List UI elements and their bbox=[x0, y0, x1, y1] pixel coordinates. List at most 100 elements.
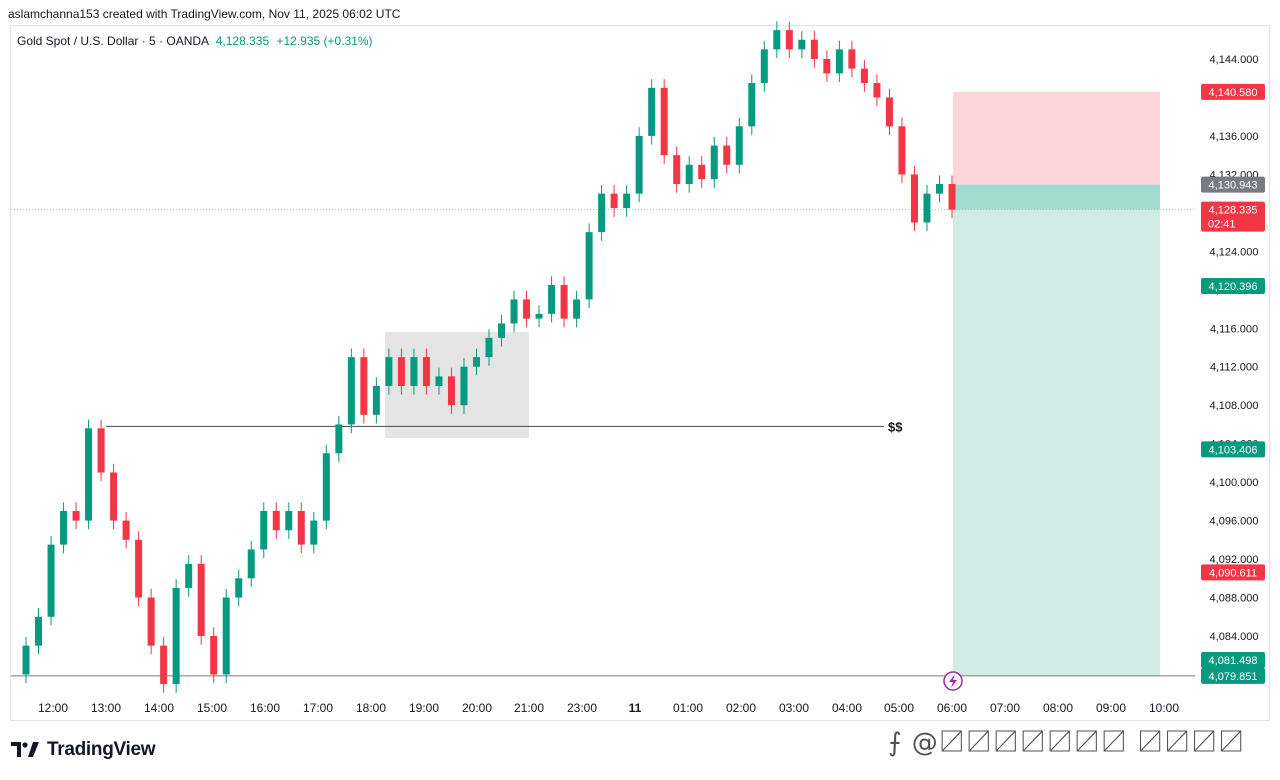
take-profit-zone[interactable] bbox=[953, 209, 1160, 676]
candle-body[interactable] bbox=[222, 597, 230, 675]
candle-body[interactable] bbox=[310, 520, 318, 545]
candle-body[interactable] bbox=[498, 323, 506, 338]
candle-body[interactable] bbox=[422, 357, 430, 386]
candle-body[interactable] bbox=[47, 544, 55, 617]
candle-body[interactable] bbox=[297, 510, 305, 545]
candle-body[interactable] bbox=[260, 510, 268, 550]
candle-body[interactable] bbox=[460, 366, 468, 406]
candle-body[interactable] bbox=[122, 520, 130, 540]
x-tick-label: 10:00 bbox=[1149, 701, 1179, 715]
candle-body[interactable] bbox=[85, 428, 93, 521]
candle-body[interactable] bbox=[510, 299, 518, 324]
candle-body[interactable] bbox=[160, 645, 168, 685]
price-tag[interactable] bbox=[1201, 441, 1265, 458]
candle-body[interactable] bbox=[948, 184, 956, 210]
candle-body[interactable] bbox=[810, 39, 818, 59]
candle-body[interactable] bbox=[185, 563, 193, 588]
symbol-legend[interactable]: Gold Spot / U.S. Dollar · 5 · OANDA 4,12… bbox=[17, 34, 373, 48]
candle-body[interactable] bbox=[210, 636, 218, 675]
candle-body[interactable] bbox=[372, 385, 380, 415]
candle-body[interactable] bbox=[35, 616, 43, 646]
candle-body[interactable] bbox=[848, 49, 856, 69]
candle-body[interactable] bbox=[135, 539, 143, 598]
candle-body[interactable] bbox=[172, 587, 180, 685]
candle-body[interactable] bbox=[673, 155, 681, 185]
candle-body[interactable] bbox=[147, 597, 155, 646]
candle-body[interactable] bbox=[560, 284, 568, 319]
candle-body[interactable] bbox=[435, 376, 443, 386]
candle-body[interactable] bbox=[935, 184, 943, 194]
candle-body[interactable] bbox=[860, 68, 868, 84]
candle-body[interactable] bbox=[447, 376, 455, 406]
chart-frame bbox=[10, 25, 1270, 721]
candle-body[interactable] bbox=[835, 49, 843, 74]
candle-body[interactable] bbox=[585, 232, 593, 300]
candle-body[interactable] bbox=[735, 126, 743, 165]
price-tag[interactable] bbox=[1201, 83, 1265, 100]
x-tick-label: 17:00 bbox=[303, 701, 333, 715]
price-tag[interactable] bbox=[1201, 176, 1265, 193]
candle-body[interactable] bbox=[235, 578, 243, 598]
candle-body[interactable] bbox=[723, 145, 731, 165]
stop-loss-zone[interactable] bbox=[953, 91, 1160, 185]
price-tag[interactable] bbox=[1201, 564, 1265, 581]
candle-body[interactable] bbox=[760, 49, 768, 84]
candle-body[interactable] bbox=[247, 549, 255, 579]
candle-body[interactable] bbox=[385, 357, 393, 386]
candle-body[interactable] bbox=[685, 164, 693, 185]
x-tick-label: 11 bbox=[629, 701, 642, 715]
candle-body[interactable] bbox=[773, 30, 781, 50]
candle-body[interactable] bbox=[335, 424, 343, 454]
candle-body[interactable] bbox=[347, 357, 355, 425]
symbol-name[interactable]: Gold Spot / U.S. Dollar · 5 · OANDA bbox=[17, 34, 209, 48]
candle-body[interactable] bbox=[548, 284, 556, 314]
candle-body[interactable] bbox=[72, 510, 80, 521]
candle-body[interactable] bbox=[885, 97, 893, 127]
candle-body[interactable] bbox=[598, 193, 606, 233]
price-tag[interactable] bbox=[1201, 201, 1265, 232]
candle-body[interactable] bbox=[322, 453, 330, 521]
price-tag[interactable] bbox=[1201, 277, 1265, 294]
price-tag[interactable] bbox=[1201, 652, 1265, 669]
candle-body[interactable] bbox=[285, 510, 293, 531]
candle-body[interactable] bbox=[710, 145, 718, 180]
candle-body[interactable] bbox=[360, 357, 368, 415]
candle-body[interactable] bbox=[698, 164, 706, 180]
x-tick-label: 18:00 bbox=[356, 701, 386, 715]
candle-body[interactable] bbox=[623, 193, 631, 209]
price-tag[interactable] bbox=[1201, 667, 1265, 684]
candle-body[interactable] bbox=[923, 193, 931, 223]
candle-body[interactable] bbox=[898, 126, 906, 175]
candle-body[interactable] bbox=[785, 30, 793, 50]
candle-body[interactable] bbox=[22, 645, 30, 675]
candle-body[interactable] bbox=[823, 59, 831, 74]
candle-body[interactable] bbox=[573, 299, 581, 319]
candle-body[interactable] bbox=[660, 87, 668, 156]
price-tag-label: 4,081.498 bbox=[1209, 655, 1258, 667]
y-tick-label: 4,092.000 bbox=[1210, 554, 1259, 566]
open-profit-zone[interactable] bbox=[953, 184, 1160, 210]
candle-body[interactable] bbox=[535, 313, 543, 319]
tradingview-logo[interactable]: TradingView bbox=[11, 739, 156, 761]
candle-body[interactable] bbox=[60, 510, 68, 545]
candle-body[interactable] bbox=[410, 357, 418, 386]
candle-body[interactable] bbox=[197, 563, 205, 636]
candle-body[interactable] bbox=[97, 428, 105, 473]
candle-body[interactable] bbox=[635, 135, 643, 194]
candle-body[interactable] bbox=[397, 357, 405, 386]
candle-body[interactable] bbox=[748, 83, 756, 127]
candle-body[interactable] bbox=[472, 357, 480, 367]
candle-body[interactable] bbox=[798, 39, 806, 50]
candle-body[interactable] bbox=[910, 174, 918, 223]
candle-body[interactable] bbox=[272, 510, 280, 531]
candle-body[interactable] bbox=[648, 87, 656, 136]
consolidation-box[interactable] bbox=[385, 332, 529, 438]
candle-body[interactable] bbox=[523, 299, 531, 319]
watermark: ⨍ @〼〼〼〼〼〼〼 〼〼〼〼 bbox=[888, 728, 1246, 758]
candle-body[interactable] bbox=[110, 472, 118, 521]
y-tick-label: 4,116.000 bbox=[1210, 323, 1258, 335]
candle-body[interactable] bbox=[873, 83, 881, 98]
candle-body[interactable] bbox=[610, 193, 618, 209]
candle-body[interactable] bbox=[485, 337, 493, 358]
